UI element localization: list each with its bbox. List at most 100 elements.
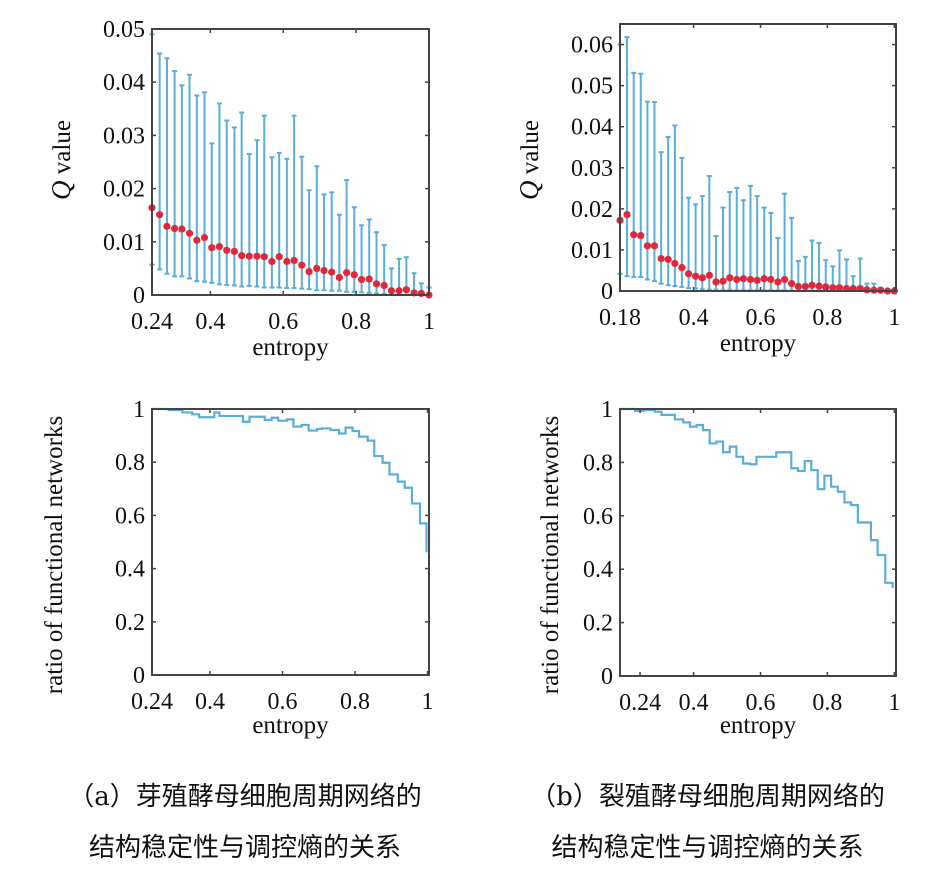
error-bar (754, 195, 760, 292)
error-bar (720, 206, 726, 291)
mean-point (320, 266, 328, 275)
error-bar (699, 195, 705, 291)
mean-point (746, 275, 755, 284)
error-bar (706, 174, 712, 291)
mean-point (253, 252, 261, 260)
error-bar (321, 193, 327, 292)
error-bar (164, 57, 170, 275)
step-line (620, 407, 894, 588)
x-tick-label: 0.6 (268, 689, 298, 715)
error-bar (261, 114, 267, 289)
axes-box (151, 28, 430, 296)
mean-point (283, 257, 291, 266)
y-axis-label-text: value (49, 120, 76, 180)
mean-point (387, 287, 396, 295)
x-tick-label: 0.24 (131, 689, 173, 715)
mean-point (365, 275, 373, 283)
mean-point (719, 277, 727, 285)
step-line (152, 407, 428, 553)
caption-a-line-1: （a）芽殖酵母细胞周期网络的 (68, 782, 422, 812)
mean-point (698, 274, 706, 282)
error-bar (672, 124, 678, 288)
caption-b-line-2: 结构稳定性与调控熵的关系 (551, 833, 864, 863)
mean-point (664, 255, 672, 263)
y-tick-label: 0 (133, 283, 145, 309)
error-bar (179, 84, 185, 278)
mean-point (230, 247, 238, 255)
y-axis-label-symbol: Q (46, 180, 76, 200)
error-bar (246, 153, 252, 287)
mean-point (643, 242, 652, 250)
x-tick-label: 0.4 (679, 690, 709, 716)
mean-point (380, 281, 388, 290)
mean-point (193, 236, 201, 244)
mean-point (712, 278, 720, 286)
error-bar (172, 70, 178, 278)
x-tick-label: 0.8 (341, 309, 371, 335)
error-bar (224, 119, 230, 286)
mean-point (260, 253, 268, 261)
x-tick-label: 0.8 (812, 690, 842, 716)
x-tick-label: 1 (423, 309, 435, 335)
mean-point (801, 282, 809, 291)
x-tick-label: 0.6 (746, 305, 776, 331)
error-bar (269, 156, 275, 289)
y-axis-label: Q value (46, 120, 76, 200)
panel-b-ratio: 0.24 0.4 0.6 0.8 1 0 0.2 0.4 0.6 0.8 1 entropy ratio… (537, 397, 900, 739)
y-tick-label: 0.06 (571, 33, 613, 59)
caption-a-line-2: 结构稳定性与调控熵的关系 (88, 833, 401, 863)
panel-a-ratio: 0.24 0.4 0.6 0.8 1 0 0.2 0.4 0.6 0.8 1 entropy ratio… (41, 397, 434, 739)
error-bar (239, 111, 245, 288)
error-bar (651, 101, 657, 283)
y-axis-label-text: value (517, 120, 544, 180)
mean-point (835, 284, 844, 292)
mean-point (402, 286, 411, 294)
mean-point (794, 282, 802, 291)
x-tick-label: 0.8 (812, 305, 842, 331)
x-tick-label: 0.6 (746, 690, 776, 716)
mean-point (684, 270, 693, 278)
y-tick-label: 0.6 (583, 504, 613, 530)
caption-b-line-1: （b）裂殖酵母细胞周期网络的 (530, 782, 885, 812)
y-tick-label: 0.01 (103, 230, 145, 256)
mean-point (290, 256, 298, 265)
mean-point (343, 269, 351, 277)
y-tick-label: 0.2 (115, 610, 145, 636)
error-bar (734, 186, 740, 292)
mean-point (350, 271, 358, 279)
x-tick-label: 1 (888, 305, 900, 331)
y-tick-label: 0.4 (115, 557, 145, 583)
x-tick-label: 0.4 (195, 309, 225, 335)
mean-point (753, 276, 761, 284)
mean-point (692, 272, 700, 280)
error-bar (231, 126, 237, 287)
mean-point (305, 267, 313, 276)
y-tick-label: 0 (601, 279, 613, 305)
error-bar (638, 72, 644, 279)
error-bar (276, 151, 282, 289)
axes-box (619, 23, 897, 292)
mean-point (808, 281, 816, 289)
error-bar (644, 100, 650, 281)
x-tick-label: 0.4 (679, 305, 709, 331)
mean-point (767, 275, 775, 284)
error-bar (782, 192, 788, 292)
mean-point (822, 283, 830, 291)
mean-point (395, 287, 403, 295)
y-axis-label: Q value (514, 120, 544, 200)
error-bar (284, 157, 290, 290)
error-bar (216, 102, 222, 286)
error-bar (329, 191, 335, 292)
error-bar (351, 206, 357, 293)
error-bar (209, 142, 215, 284)
mean-point (163, 222, 171, 230)
mean-point (298, 261, 306, 269)
error-bar (157, 52, 163, 271)
x-tick-label: 0.18 (599, 305, 641, 331)
panel-b-q-value: 0.18 0.4 0.6 0.8 1 0 0.01 0.02 0.03 0.04 0.05 0.06 e… (514, 23, 900, 357)
mean-point (815, 282, 823, 290)
x-tick-label: 0.24 (131, 309, 173, 335)
y-tick-label: 0.04 (103, 70, 145, 96)
mean-point (623, 210, 631, 219)
